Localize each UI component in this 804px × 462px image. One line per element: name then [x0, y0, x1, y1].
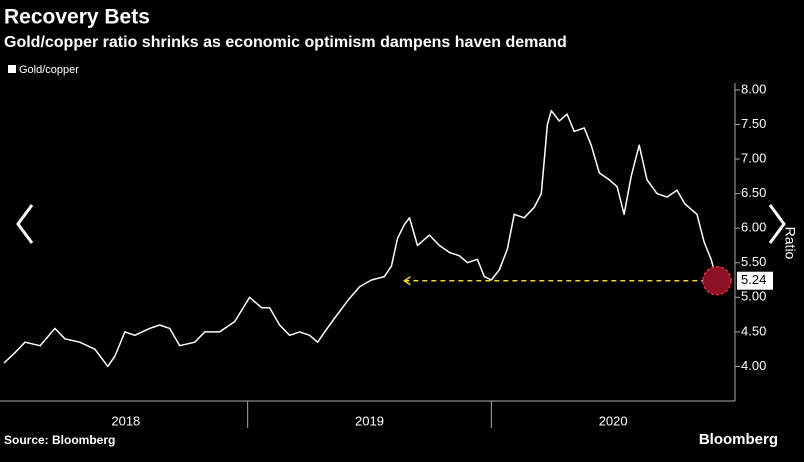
prev-arrow[interactable] — [16, 204, 34, 244]
line-series — [3, 109, 718, 368]
y-tick-label: 5.00 — [741, 289, 766, 304]
highlight-circle — [702, 265, 732, 296]
y-tick-label: 5.50 — [741, 254, 766, 269]
legend-swatch — [8, 65, 16, 73]
highlight-arrow — [402, 276, 411, 286]
y-tick-label: 8.00 — [741, 81, 766, 96]
x-tick-label: 2018 — [111, 413, 140, 428]
source: Source: Bloomberg — [4, 433, 115, 447]
y-axis-label: Ratio — [782, 227, 798, 260]
x-tick-label: 2019 — [355, 413, 384, 428]
y-tick-label: 6.00 — [741, 220, 766, 235]
y-tick-label: 6.50 — [741, 185, 766, 200]
legend-label: Gold/copper — [19, 64, 79, 76]
chart-subtitle: Gold/copper ratio shrinks as economic op… — [4, 34, 567, 51]
y-tick-label: 7.50 — [741, 116, 766, 131]
y-tick-label: 7.00 — [741, 150, 766, 165]
chart-title: Recovery Bets — [4, 6, 150, 29]
next-arrow[interactable] — [768, 204, 786, 244]
value-label: 5.24 — [741, 272, 766, 287]
brand: Bloomberg — [699, 431, 778, 448]
value-label-box — [737, 271, 773, 290]
y-tick-label: 4.50 — [741, 323, 766, 338]
x-tick-label: 2020 — [599, 413, 628, 428]
y-tick-label: 4.00 — [741, 358, 766, 373]
